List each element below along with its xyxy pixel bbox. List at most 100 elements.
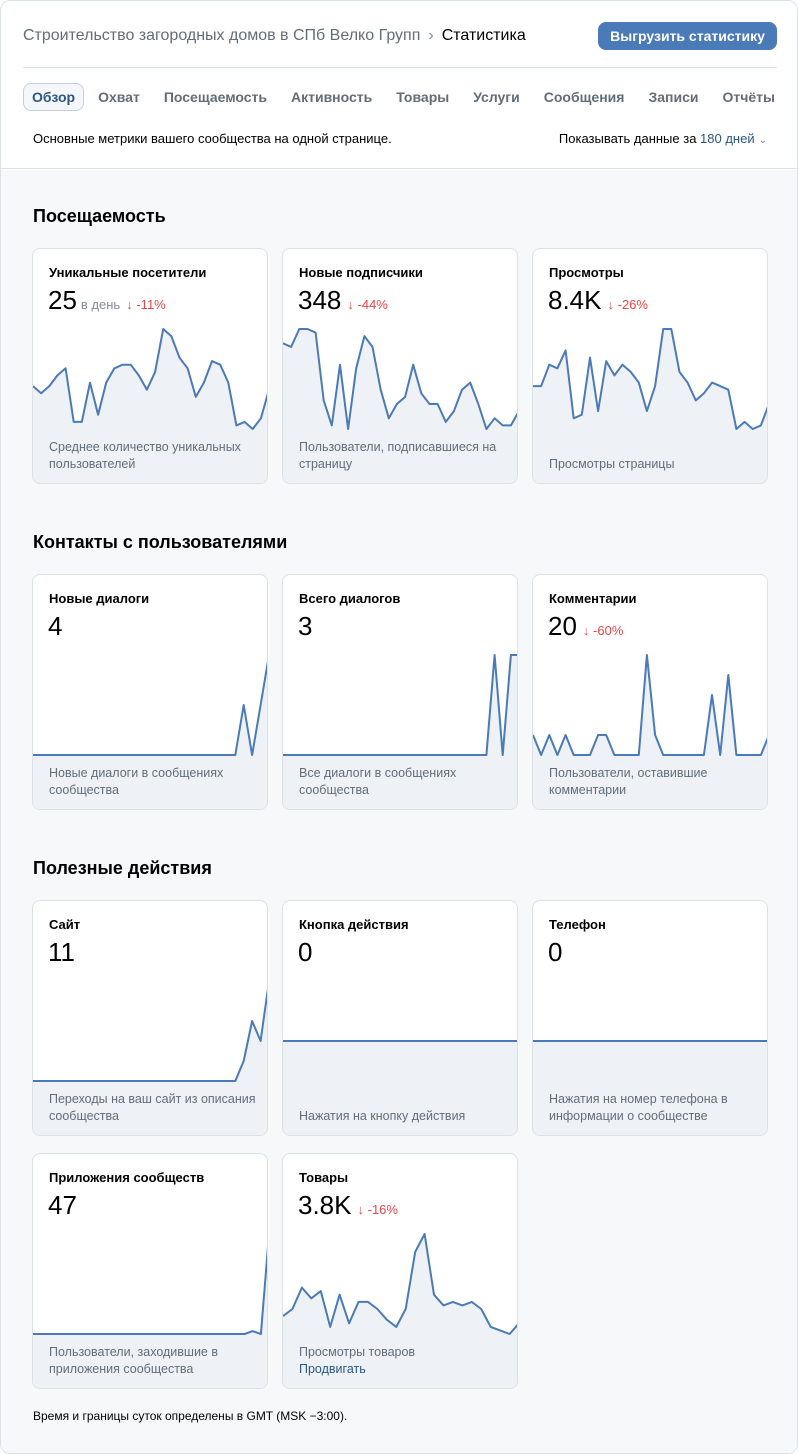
metric-number: 3.8K (298, 1190, 352, 1220)
chart-area (283, 329, 517, 483)
metric-description: Пользователи, заходившие в приложения со… (49, 1345, 218, 1376)
metric-card[interactable]: Новые диалоги 4 Новые диалоги в сообщениях… (32, 574, 268, 810)
metric-number: 0 (548, 937, 563, 967)
metric-card[interactable]: Кнопка действия 0 Нажатия на кнопку действ… (282, 900, 518, 1136)
metric-title: Комментарии (549, 591, 637, 606)
chart-line (33, 988, 267, 1082)
metric-value: 47 (48, 1190, 77, 1221)
metric-card[interactable]: Телефон 0 Нажатия на номер телефона в инфо… (532, 900, 768, 1136)
chart-line (33, 660, 267, 756)
metric-number: 0 (298, 937, 313, 967)
tab-0[interactable]: Обзор (23, 83, 85, 111)
tab-4[interactable]: Товары (396, 89, 450, 105)
chart-area (283, 1041, 517, 1135)
metric-card[interactable]: Новые подписчики 348 ↓ -44% Пользователи, п… (282, 248, 518, 484)
sparkline-chart (533, 328, 767, 483)
tab-6[interactable]: Сообщения (543, 89, 625, 105)
section-title: Посещаемость (33, 206, 166, 226)
metric-description: Среднее количество уникальных пользовате… (49, 440, 241, 471)
metric-title: Телефон (549, 917, 606, 932)
metric-description: Новые диалоги в сообщениях сообщества (49, 766, 224, 797)
metric-value: 4 (48, 611, 62, 642)
metric-value: 0 (298, 937, 312, 968)
chart-area (283, 1234, 517, 1388)
metric-value: 25 в день ↓ -11% (48, 285, 166, 316)
chart-line (533, 328, 767, 430)
metric-description: Пользователи, оставившие комментарии (549, 766, 708, 797)
sparkline-chart (33, 988, 267, 1135)
metric-card[interactable]: Приложения сообществ 47 Пользователи, захо… (32, 1153, 268, 1389)
tab-5[interactable]: Услуги (473, 89, 520, 105)
metric-description: Нажатия на кнопку действия (299, 1109, 466, 1123)
tab-2[interactable]: Посещаемость (163, 89, 267, 105)
metric-title: Уникальные посетители (49, 265, 207, 280)
metric-value: 3 (298, 611, 312, 642)
tab-3[interactable]: Активность (291, 89, 373, 105)
sparkline-chart (283, 1233, 517, 1388)
sparkline-chart (283, 1040, 517, 1135)
metric-delta: ↓ -60% (582, 623, 624, 638)
chart-line (533, 654, 767, 756)
tab-7[interactable]: Записи (648, 89, 699, 105)
tabs-bar: Обзор Охват Посещаемость Активность Товары Ус… (23, 83, 787, 111)
period-prefix: Показывать данные за (558, 131, 701, 146)
chart-line (33, 1246, 267, 1335)
metric-number: 20 (548, 611, 577, 641)
metric-card[interactable]: Товары 3.8K ↓ -16% Просмотры товаров Продвиг… (282, 1153, 518, 1389)
tab-1[interactable]: Охват (98, 89, 140, 105)
metric-delta: ↓ -44% (347, 297, 388, 312)
metric-title: Сайт (49, 917, 81, 932)
metric-card[interactable]: Просмотры 8.4K ↓ -26% Просмотры страницы (532, 248, 768, 484)
chart-area (33, 995, 267, 1135)
metric-title: Товары (299, 1170, 349, 1185)
chart-line (33, 328, 267, 430)
metric-value: 8.4K ↓ -26% (548, 285, 648, 316)
metric-description: Просмотры товаров Продвигать (299, 1344, 507, 1378)
metric-description: Нажатия на номер телефона в информации о… (549, 1092, 728, 1123)
period-selector[interactable]: Показывать данные за 180 дней ⌄ (559, 131, 767, 146)
metric-number: 4 (48, 611, 63, 641)
arrow-down-icon: ↓ (607, 297, 618, 312)
arrow-down-icon: ↓ (582, 623, 594, 638)
tab-8[interactable]: Отчёты (722, 89, 775, 105)
breadcrumb-current: Статистика (441, 27, 526, 44)
sparkline-chart (283, 654, 517, 809)
export-stats-button[interactable]: Выгрузить статистику (598, 22, 777, 50)
metric-value: 3.8K ↓ -16% (298, 1190, 398, 1221)
metric-value: 0 (548, 937, 562, 968)
chevron-right-icon: › (428, 27, 434, 44)
arrow-down-icon: ↓ (126, 297, 137, 312)
chevron-down-icon: ⌄ (758, 135, 767, 146)
chart-line (283, 654, 517, 756)
breadcrumb-group-link[interactable]: Строительство загородных домов в СПб Вел… (23, 27, 421, 44)
metric-card[interactable]: Всего диалогов 3 Все диалоги в сообщениях … (282, 574, 518, 810)
metric-delta: ↓ -11% (126, 297, 166, 312)
period-value[interactable]: 180 дней (700, 131, 755, 146)
sparkline-chart (283, 328, 517, 483)
sparkline-chart (533, 654, 767, 809)
section-title: Контакты с пользователями (33, 532, 288, 552)
metric-value: 348 ↓ -44% (298, 285, 388, 316)
metric-description: Просмотры страницы (549, 457, 675, 471)
metric-delta: ↓ -16% (357, 1202, 398, 1217)
metric-number: 3 (298, 611, 313, 641)
metric-description: Переходы на ваш сайт из описания сообщес… (49, 1092, 256, 1123)
arrow-down-icon: ↓ (347, 297, 358, 312)
metric-card[interactable]: Уникальные посетители 25 в день ↓ -11% Средн… (32, 248, 268, 484)
breadcrumb: Строительство загородных домов в СПб Вел… (23, 27, 526, 45)
sparkline-chart (33, 1246, 267, 1388)
sparkline-chart (33, 328, 267, 483)
metric-card[interactable]: Сайт 11 Переходы на ваш сайт из описания с… (32, 900, 268, 1136)
chart-area (33, 329, 267, 483)
page-subtitle: Основные метрики вашего сообщества на од… (33, 131, 392, 146)
promote-link[interactable]: Продвигать (299, 1362, 366, 1376)
divider (23, 67, 777, 68)
chart-area (33, 666, 267, 809)
stats-content: Время и границы суток определены в GMT (… (1, 170, 797, 1453)
metric-number: 11 (48, 937, 75, 967)
metric-delta: ↓ -26% (607, 297, 648, 312)
metric-card[interactable]: Комментарии 20 ↓ -60% Пользователи, оставив… (532, 574, 768, 810)
timezone-footnote: Время и границы суток определены в GMT (… (33, 1409, 348, 1423)
metric-value: 20 ↓ -60% (548, 611, 623, 642)
metric-title: Всего диалогов (299, 591, 401, 606)
